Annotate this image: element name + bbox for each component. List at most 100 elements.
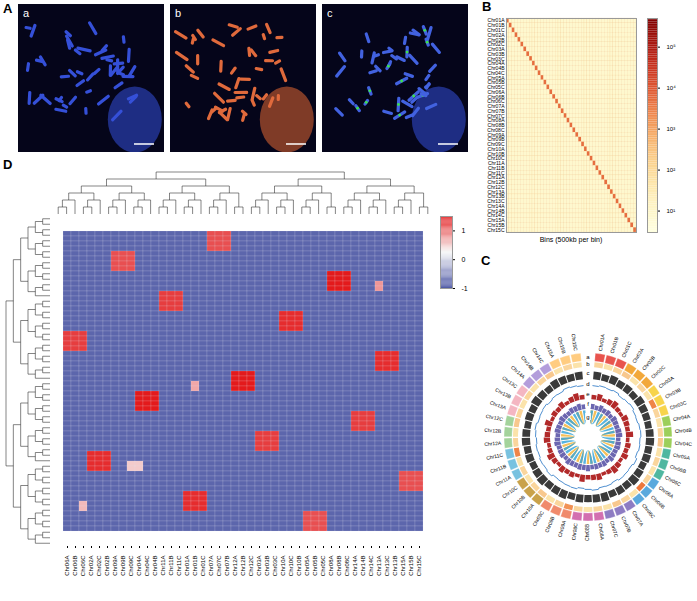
svg-text:Chr10B: Chr10B	[296, 556, 302, 576]
svg-text:Chr08A: Chr08A	[597, 523, 605, 541]
svg-text:Chr02A: Chr02A	[631, 346, 645, 364]
svg-text:Chr06C: Chr06C	[80, 555, 86, 576]
svg-text:b: b	[175, 7, 181, 19]
svg-text:10³: 10³	[667, 126, 676, 132]
svg-text:Chr03A: Chr03A	[256, 556, 262, 576]
svg-text:Chr02A: Chr02A	[88, 556, 94, 576]
svg-text:Chr11B: Chr11B	[489, 463, 507, 474]
svg-text:b: b	[586, 361, 590, 367]
svg-text:Chr13C: Chr13C	[501, 375, 519, 390]
svg-text:d: d	[586, 381, 589, 387]
svg-text:Chr08C: Chr08C	[570, 522, 578, 540]
svg-text:10⁴: 10⁴	[667, 85, 677, 91]
svg-text:Chr12A: Chr12A	[484, 440, 502, 447]
svg-text:Chr08A: Chr08A	[328, 556, 334, 576]
svg-text:Chr04A: Chr04A	[136, 556, 142, 576]
svg-text:Chr06A: Chr06A	[658, 484, 676, 499]
svg-text:Chr09C: Chr09C	[531, 509, 545, 527]
svg-text:Chr02B: Chr02B	[104, 556, 110, 576]
svg-text:Chr02C: Chr02C	[650, 364, 667, 380]
svg-text:Chr14A: Chr14A	[510, 364, 527, 380]
svg-text:Chr03B: Chr03B	[264, 556, 270, 576]
svg-text:g: g	[586, 414, 589, 420]
svg-text:Chr15A: Chr15A	[400, 556, 406, 576]
svg-text:Chr01B: Chr01B	[609, 336, 620, 355]
svg-text:Chr14B: Chr14B	[520, 355, 536, 372]
svg-text:Chr10A: Chr10A	[280, 556, 286, 576]
svg-text:Chr15C: Chr15C	[487, 227, 505, 233]
svg-text:Chr15A: Chr15A	[544, 341, 557, 360]
svg-text:Chr13B: Chr13B	[392, 556, 398, 576]
svg-text:Chr08C: Chr08C	[344, 555, 350, 576]
svg-text:f: f	[587, 401, 589, 407]
svg-text:Chr03C: Chr03C	[669, 399, 688, 410]
svg-text:10²: 10²	[667, 167, 676, 173]
svg-text:Chr11B: Chr11B	[168, 556, 174, 576]
svg-text:Chr05C: Chr05C	[320, 555, 326, 576]
svg-text:Chr11A: Chr11A	[495, 474, 513, 487]
svg-text:A: A	[3, 1, 13, 16]
svg-text:Chr05B: Chr05B	[669, 463, 688, 475]
svg-text:Chr10C: Chr10C	[288, 555, 294, 576]
svg-text:Chr14C: Chr14C	[368, 555, 374, 576]
svg-text:Chr01A: Chr01A	[184, 556, 190, 576]
svg-text:Chr01A: Chr01A	[597, 333, 606, 351]
svg-text:Chr05A: Chr05A	[673, 452, 691, 462]
svg-text:Chr12B: Chr12B	[484, 427, 502, 434]
svg-text:Chr06B: Chr06B	[72, 556, 78, 576]
svg-text:Chr13A: Chr13A	[489, 399, 508, 410]
svg-text:Chr05B: Chr05B	[312, 556, 318, 576]
svg-text:10⁵: 10⁵	[667, 44, 677, 50]
svg-text:Chr09B: Chr09B	[120, 556, 126, 576]
svg-text:10¹: 10¹	[667, 208, 676, 214]
svg-text:Chr12B: Chr12B	[240, 556, 246, 576]
svg-text:Chr09A: Chr09A	[557, 519, 568, 538]
svg-text:C: C	[481, 253, 491, 268]
svg-text:1: 1	[462, 227, 466, 234]
svg-text:Chr15C: Chr15C	[570, 333, 579, 351]
svg-text:Chr10C: Chr10C	[501, 484, 519, 499]
svg-text:Chr07C: Chr07C	[216, 555, 222, 576]
svg-text:Chr07B: Chr07B	[620, 515, 633, 534]
svg-text:-1: -1	[462, 285, 468, 292]
svg-text:c: c	[587, 370, 590, 376]
svg-text:Chr06C: Chr06C	[641, 502, 657, 519]
svg-text:Chr11C: Chr11C	[176, 555, 182, 576]
svg-text:Chr09C: Chr09C	[128, 555, 134, 576]
svg-text:Chr06A: Chr06A	[64, 556, 70, 576]
svg-text:Chr03A: Chr03A	[657, 374, 675, 389]
svg-text:Chr13B: Chr13B	[494, 387, 512, 400]
svg-text:Chr06B: Chr06B	[650, 494, 667, 510]
svg-text:Chr10B: Chr10B	[510, 493, 527, 509]
svg-text:a: a	[586, 354, 590, 360]
svg-text:Chr01B: Chr01B	[192, 556, 198, 576]
svg-text:Chr02B: Chr02B	[641, 354, 657, 371]
svg-text:Chr08B: Chr08B	[336, 556, 342, 576]
svg-text:c: c	[327, 7, 333, 19]
svg-text:e: e	[586, 391, 590, 397]
svg-text:Chr07A: Chr07A	[631, 510, 645, 528]
svg-text:Chr07A: Chr07A	[208, 556, 214, 576]
svg-text:Chr13C: Chr13C	[384, 555, 390, 576]
svg-text:Chr12A: Chr12A	[232, 556, 238, 576]
svg-text:Chr12C: Chr12C	[485, 413, 503, 422]
svg-text:Chr13A: Chr13A	[376, 556, 382, 576]
svg-text:Chr14B: Chr14B	[360, 556, 366, 576]
svg-text:Chr01C: Chr01C	[620, 340, 633, 359]
svg-text:Chr05A: Chr05A	[304, 556, 310, 576]
svg-text:Chr02C: Chr02C	[96, 555, 102, 576]
svg-text:Chr01C: Chr01C	[200, 555, 206, 576]
svg-text:Chr04C: Chr04C	[144, 555, 150, 576]
svg-text:Chr05C: Chr05C	[664, 474, 682, 487]
svg-text:Chr04B: Chr04B	[675, 427, 693, 434]
svg-text:Chr15B: Chr15B	[408, 556, 414, 576]
svg-text:Chr11A: Chr11A	[160, 556, 166, 576]
svg-text:Chr03C: Chr03C	[272, 555, 278, 576]
svg-text:Chr08B: Chr08B	[584, 523, 590, 541]
svg-text:Chr04A: Chr04A	[673, 413, 691, 422]
svg-text:Chr10A: Chr10A	[520, 502, 536, 519]
svg-text:Chr07C: Chr07C	[609, 520, 620, 539]
svg-text:Chr12C: Chr12C	[248, 555, 254, 576]
svg-text:Chr15B: Chr15B	[557, 336, 568, 355]
svg-text:a: a	[23, 7, 30, 19]
